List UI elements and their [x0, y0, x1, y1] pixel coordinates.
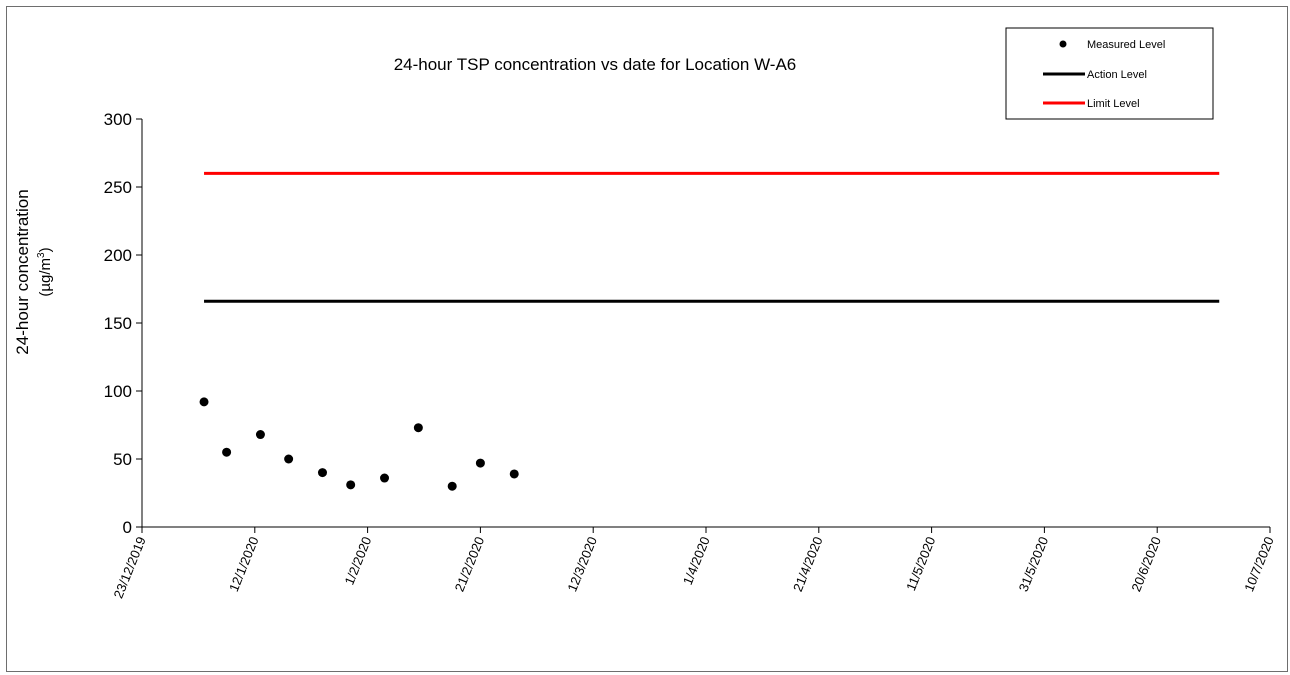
- data-point: [222, 447, 232, 457]
- y-axis-unit-prefix: (µg/m: [37, 258, 54, 297]
- legend-label-limit: Limit Level: [1087, 98, 1140, 110]
- chart-frame: [6, 6, 1288, 672]
- x-tick-label: 31/5/2020: [1016, 535, 1052, 594]
- data-point: [317, 468, 327, 478]
- data-point: [475, 458, 485, 468]
- legend-marker-measured: [1059, 40, 1067, 48]
- y-tick-label: 0: [123, 518, 132, 537]
- y-axis-label: 24-hour concentration: [13, 189, 32, 354]
- data-point: [346, 480, 356, 490]
- legend: Measured Level Action Level Limit Level: [1005, 27, 1214, 120]
- y-tick-label: 300: [104, 110, 132, 129]
- data-point: [284, 454, 294, 464]
- data-marks: [199, 171, 1220, 491]
- data-point: [413, 423, 423, 433]
- x-tick-label: 23/12/2019: [110, 535, 148, 601]
- y-tick-label: 50: [113, 450, 132, 469]
- y-axis-label-line1: 24-hour concentration: [13, 189, 32, 354]
- y-tick-label: 100: [104, 382, 132, 401]
- x-tick-label: 1/4/2020: [680, 535, 713, 588]
- data-point: [199, 397, 209, 407]
- legend-box: [1005, 27, 1214, 120]
- legend-label-action: Action Level: [1087, 69, 1147, 81]
- chart-title: 24-hour TSP concentration vs date for Lo…: [394, 55, 797, 74]
- y-axis-unit-suffix: ): [37, 247, 54, 252]
- x-tick-label: 21/4/2020: [790, 535, 826, 594]
- x-tick-label: 12/3/2020: [564, 535, 600, 594]
- y-tick-label: 150: [104, 314, 132, 333]
- x-tick-label: 10/7/2020: [1241, 535, 1277, 594]
- y-tick-label: 200: [104, 246, 132, 265]
- data-point: [509, 469, 519, 479]
- data-point: [447, 481, 457, 491]
- y-tick-label: 250: [104, 178, 132, 197]
- legend-label-measured: Measured Level: [1087, 39, 1165, 51]
- x-tick-label: 11/5/2020: [903, 535, 938, 593]
- y-axis-unit-sup: 3: [36, 252, 47, 258]
- x-tick-label: 12/1/2020: [226, 535, 262, 594]
- x-tick-label: 21/2/2020: [452, 535, 488, 594]
- x-tick-label: 20/6/2020: [1128, 535, 1164, 594]
- data-point: [380, 473, 390, 483]
- data-point: [255, 430, 265, 440]
- axes: 0 50 100 150 200 250 300 23/12/2019 12/1/2020 1/2…: [104, 110, 1277, 600]
- y-axis-label-units: (µg/m3): [36, 247, 54, 296]
- x-tick-label: 1/2/2020: [342, 535, 375, 588]
